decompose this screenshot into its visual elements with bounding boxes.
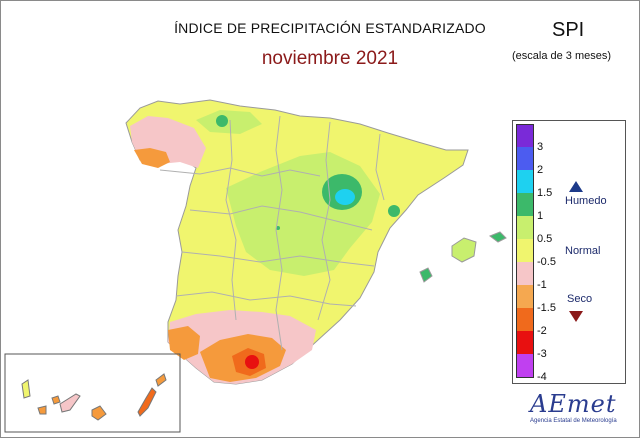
map-title: ÍNDICE DE PRECIPITACIÓN ESTANDARIZADO [174, 20, 486, 36]
legend-swatch [516, 239, 534, 262]
legend-category-dry: Seco [567, 293, 593, 305]
legend-tick-label: -3 [537, 348, 547, 360]
legend-tick-label: -2 [537, 325, 547, 337]
legend-swatch [516, 147, 534, 170]
legend-tick-label: 0.5 [537, 233, 553, 245]
island-ibiza [419, 267, 433, 283]
legend-tick-label: 2 [537, 164, 544, 176]
zone-orange-andalucia-west [168, 326, 200, 360]
legend-swatch [516, 193, 534, 216]
legend-swatch [516, 262, 534, 285]
legend-swatch [516, 124, 534, 148]
legend-swatch [516, 331, 534, 354]
legend-category-humid: Humedo [565, 195, 607, 207]
map-subtitle-month: noviembre 2021 [261, 48, 399, 69]
zone-green-castellon [388, 205, 400, 217]
legend-tick-label: 1.5 [537, 187, 553, 199]
legend-tick-label: 1 [537, 210, 544, 222]
zone-light-green-north [196, 110, 262, 134]
index-label: SPI [552, 19, 585, 41]
legend-swatch [516, 285, 534, 308]
aemet-logo: AEmet Agencia Estatal de Meteorología [530, 388, 630, 430]
island-fuerteventura [137, 387, 157, 417]
legend-tick-label: 3 [537, 141, 544, 153]
legend-category-normal: Normal [565, 245, 601, 257]
province-borders [159, 115, 385, 351]
spi-legend: 3 2 1.5 1 0.5 -0.5 -1 -1.5 -2 -3 -4 Humedo Normal Sec… [512, 120, 626, 384]
legend-tick-label: -1 [537, 279, 547, 291]
zone-cyan-iberico [335, 189, 355, 205]
canary-inset-box [4, 353, 181, 433]
zone-green-dot [276, 226, 280, 230]
island-menorca [488, 231, 507, 243]
zone-green-cantabria [216, 115, 228, 127]
island-el-hierro [37, 405, 47, 415]
humid-arrow-icon [569, 181, 583, 192]
zone-orange-galicia [134, 148, 170, 168]
logo-subtitle: Agencia Estatal de Meteorología [530, 418, 617, 424]
island-la-gomera [51, 395, 61, 405]
zone-red-malaga [245, 355, 259, 369]
legend-tick-label: -1.5 [537, 302, 556, 314]
legend-swatch [516, 170, 534, 193]
island-tenerife [59, 393, 81, 413]
island-gran-canaria [91, 405, 107, 421]
logo-wordmark: AEmet [530, 390, 617, 418]
legend-tick-label: -4 [537, 371, 547, 383]
island-lanzarote [155, 373, 167, 387]
island-mallorca [451, 237, 477, 263]
island-la-palma [21, 379, 31, 399]
dry-arrow-icon [569, 311, 583, 322]
legend-swatch [516, 354, 534, 378]
legend-tick-label: -0.5 [537, 256, 556, 268]
legend-swatch [516, 308, 534, 331]
legend-swatch [516, 216, 534, 239]
scale-label: (escala de 3 meses) [512, 50, 612, 62]
